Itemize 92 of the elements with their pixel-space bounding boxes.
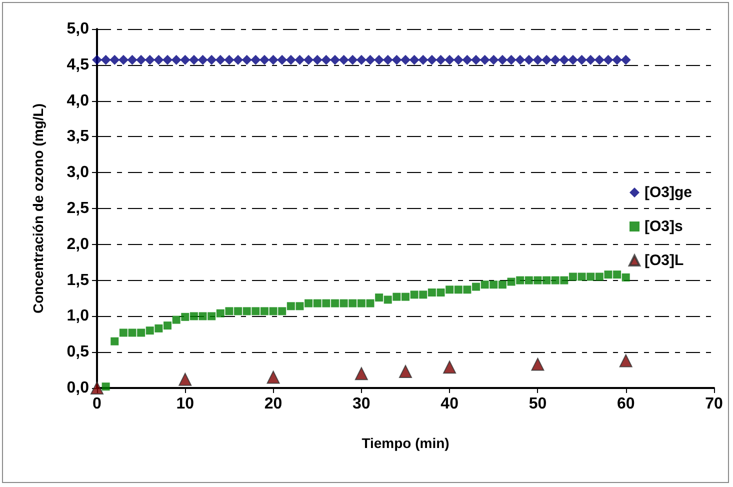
x-axis-title: Tiempo (min) (362, 435, 450, 451)
x-tick-label: 20 (264, 396, 282, 412)
point (366, 299, 374, 308)
y-tick-label: 5,0 (66, 20, 90, 38)
point (340, 299, 348, 308)
point (578, 272, 586, 281)
point (463, 286, 472, 294)
point (225, 307, 234, 316)
point (260, 307, 268, 316)
point (542, 276, 551, 284)
point (90, 382, 104, 394)
point (595, 272, 604, 281)
point (551, 276, 560, 284)
y-tick-label: 0,5 (66, 344, 90, 361)
point (110, 337, 119, 346)
point (154, 324, 163, 332)
point (128, 328, 136, 337)
point (102, 382, 110, 391)
y-tick-label: 3,5 (66, 128, 90, 146)
point (269, 307, 278, 316)
legend-label: [O3]ge (644, 184, 692, 201)
x-tick-label: 10 (176, 396, 194, 412)
point (190, 312, 198, 320)
legend-label: [O3]L (644, 252, 684, 269)
point (531, 358, 544, 371)
point (348, 299, 357, 308)
y-axis-title: Concentración de ozono (mg/L) (30, 104, 46, 314)
point (330, 299, 339, 308)
y-tick-label: 2,5 (66, 200, 90, 217)
point (490, 280, 498, 289)
point (446, 286, 454, 294)
x-tick-label: 0 (92, 396, 102, 412)
point (498, 280, 506, 289)
point (560, 276, 568, 284)
point (172, 316, 180, 324)
x-tick-label: 40 (440, 396, 459, 412)
point (443, 360, 456, 374)
x-tick-label: 60 (616, 396, 635, 412)
point (234, 307, 242, 316)
point (613, 270, 622, 279)
point (198, 312, 207, 320)
point (410, 290, 418, 299)
point (119, 328, 128, 337)
y-tick-label: 2,0 (66, 236, 90, 253)
x-tick-label: 50 (528, 396, 547, 412)
point (313, 299, 322, 308)
point (286, 302, 295, 310)
point (392, 292, 401, 301)
point (208, 312, 216, 320)
point (516, 276, 524, 284)
point (586, 272, 595, 281)
point (296, 302, 304, 310)
point (304, 299, 313, 308)
x-tick-label: 30 (352, 396, 370, 412)
point (619, 354, 632, 368)
y-tick-label: 0,0 (66, 380, 90, 396)
point (419, 290, 428, 299)
point (534, 276, 542, 284)
point (181, 312, 190, 321)
point (622, 273, 630, 282)
y-tick-label: 1,0 (66, 308, 90, 325)
point (278, 307, 286, 316)
legend-label: [O3]s (644, 218, 683, 235)
y-tick-label: 4,0 (66, 92, 90, 110)
y-tick-label: 3,0 (66, 164, 90, 182)
point (146, 326, 154, 335)
point (357, 299, 366, 308)
point (604, 270, 612, 279)
point (480, 280, 489, 289)
point (178, 372, 192, 386)
point (216, 309, 224, 318)
point (436, 288, 445, 297)
point (242, 307, 251, 316)
point (384, 296, 392, 304)
point (137, 328, 146, 337)
point (375, 294, 384, 302)
x-tick-label: 70 (705, 396, 723, 412)
point (472, 282, 480, 291)
point (399, 364, 412, 378)
y-tick-label: 4,5 (66, 56, 90, 74)
point (454, 286, 462, 294)
point (354, 367, 368, 380)
point (568, 272, 577, 281)
point (428, 288, 436, 297)
point (507, 278, 516, 286)
point (266, 370, 280, 384)
point (164, 322, 172, 330)
point (524, 276, 533, 284)
point (322, 299, 330, 308)
point (252, 307, 260, 316)
point (402, 292, 410, 301)
y-tick-label: 1,5 (66, 272, 90, 289)
